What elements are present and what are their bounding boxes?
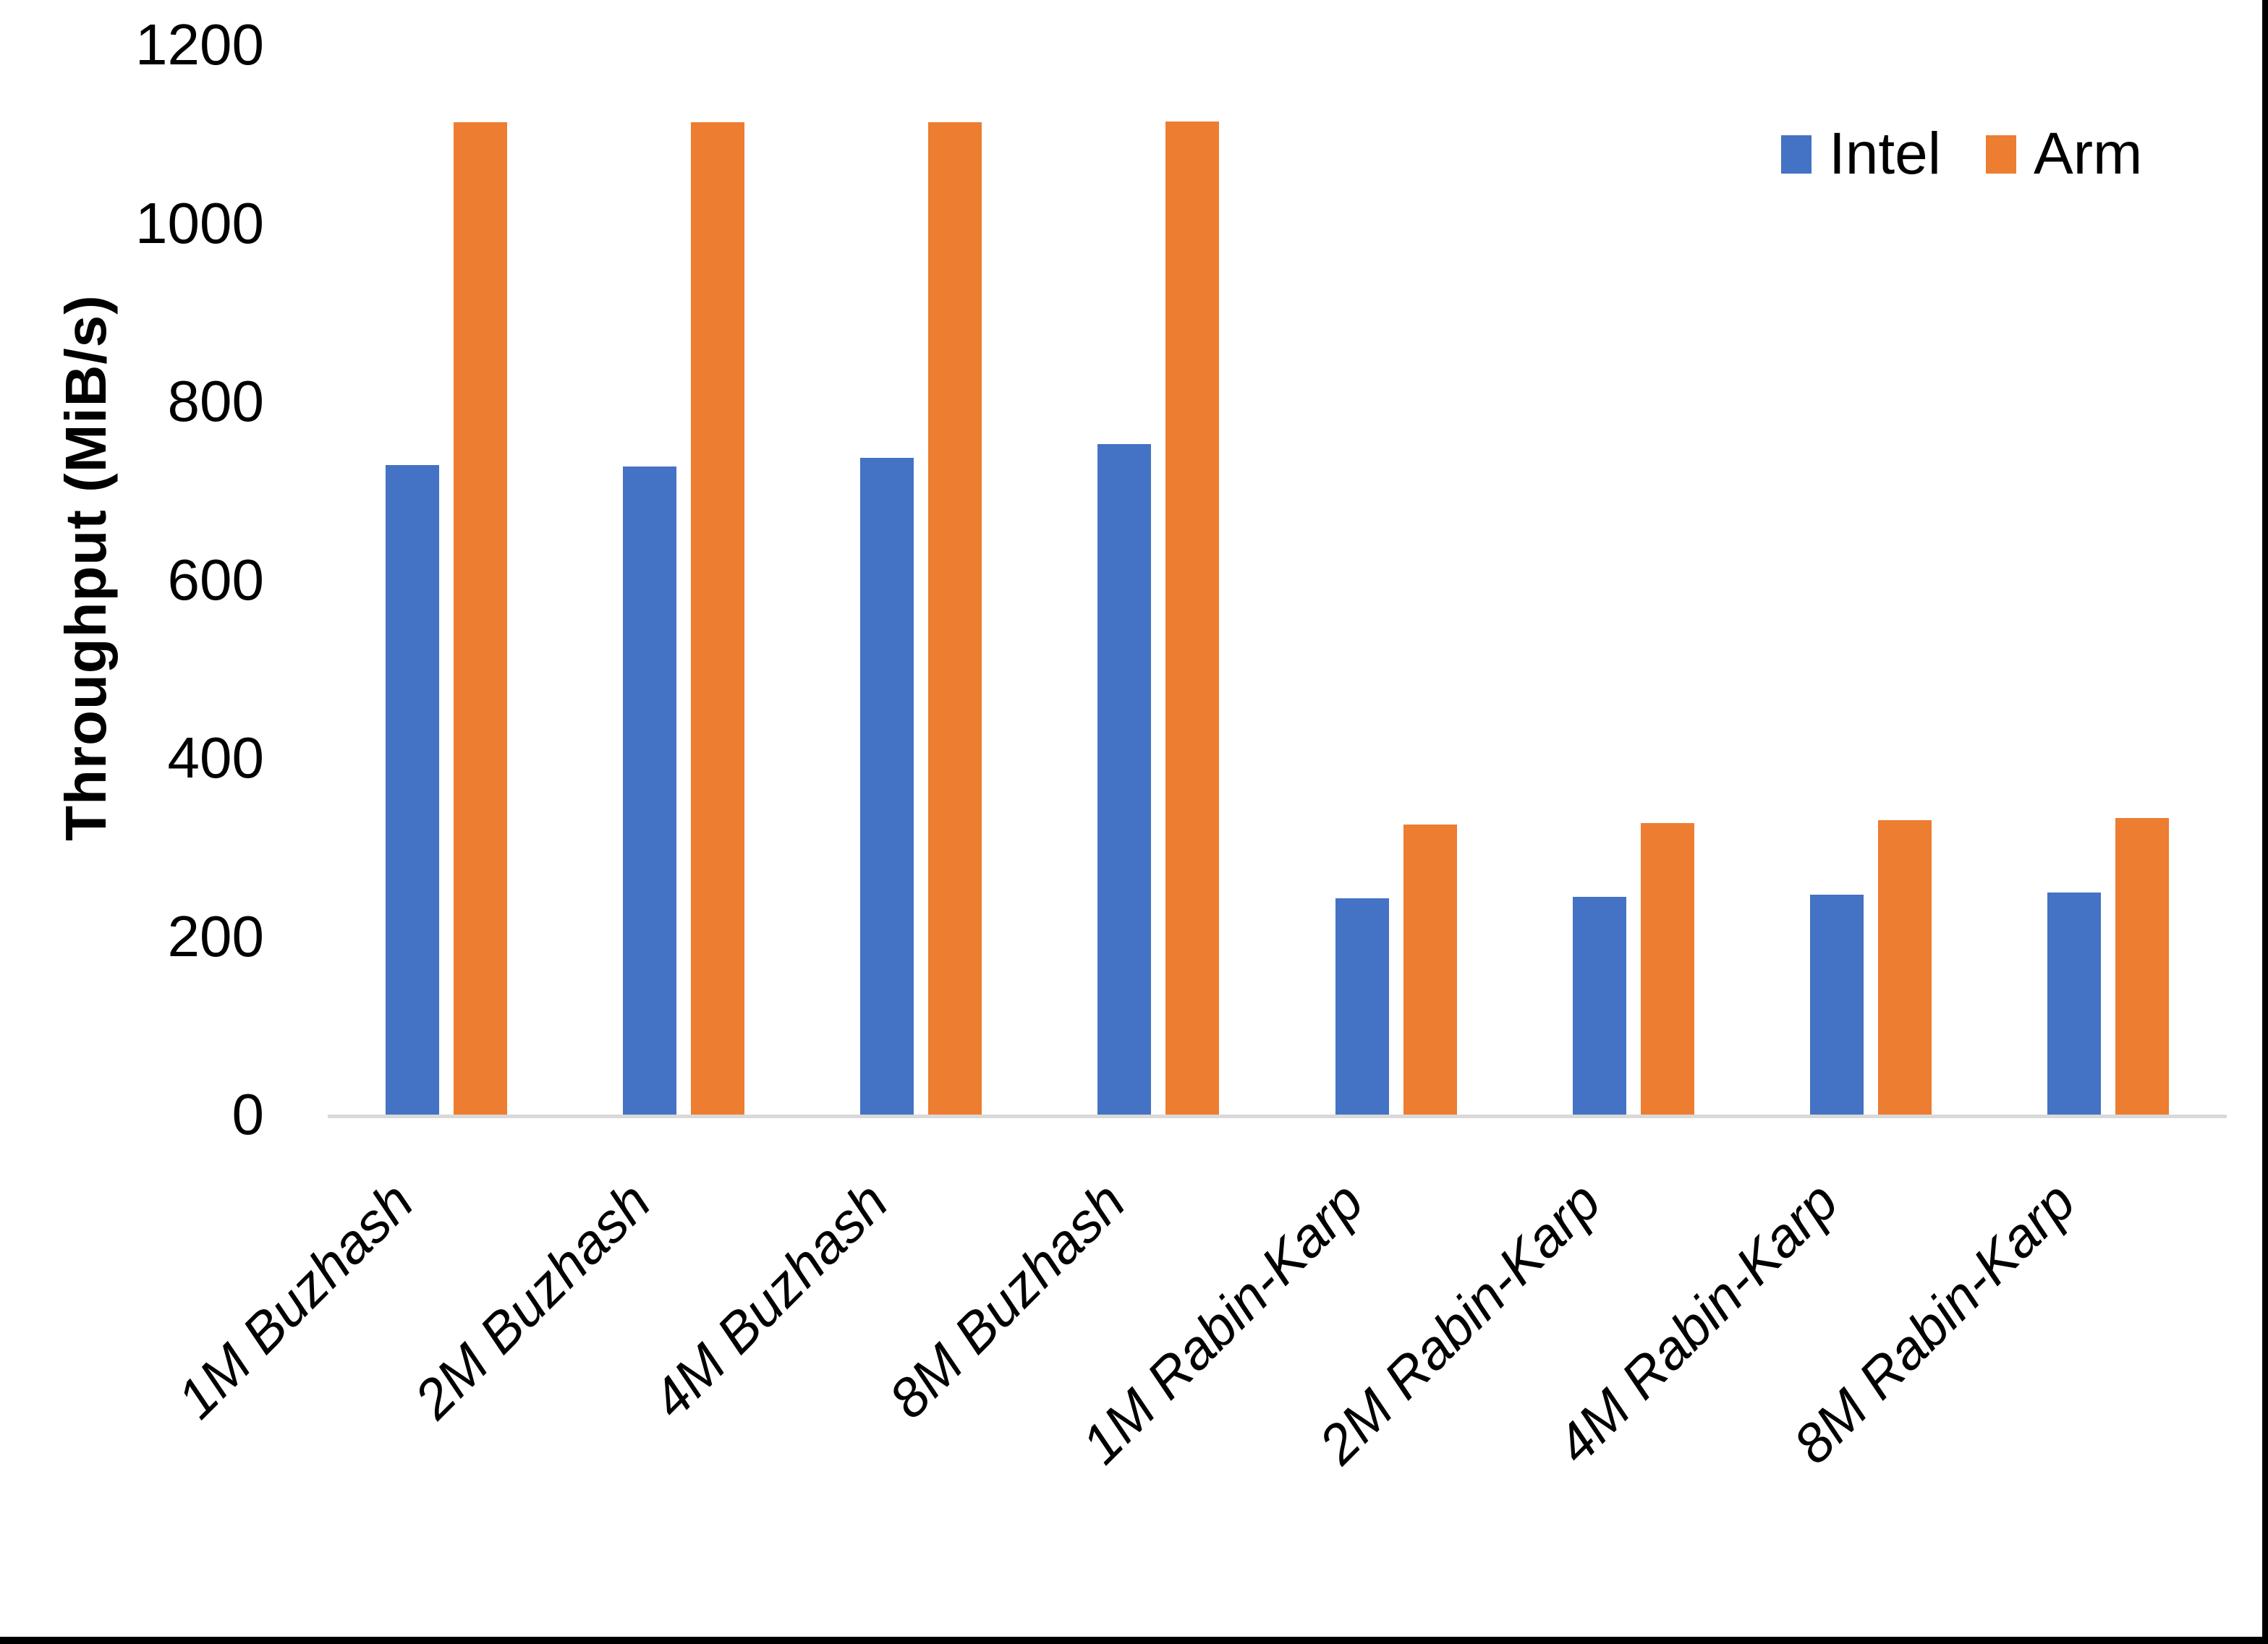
bar-intel-1m-rabin-karp — [1335, 898, 1389, 1115]
y-axis-tick-label: 0 — [232, 1082, 265, 1146]
bar-arm-8m-buzhash — [1165, 121, 1220, 1115]
x-axis-line — [328, 1115, 2227, 1118]
bar-intel-4m-buzhash — [860, 457, 914, 1115]
bar-intel-4m-rabin-karp — [1809, 894, 1864, 1115]
y-axis-tick-label: 800 — [167, 369, 264, 433]
x-axis-category-label: 2M Buzhash — [403, 1170, 663, 1431]
bar-arm-4m-rabin-karp — [1877, 820, 1932, 1115]
legend-label-arm: Arm — [2034, 121, 2143, 187]
y-axis-tick-label: 1200 — [135, 12, 264, 77]
legend-label-intel: Intel — [1829, 121, 1941, 187]
bar-arm-4m-buzhash — [928, 122, 982, 1115]
y-axis-tick-label: 400 — [167, 725, 264, 790]
bar-arm-8m-rabin-karp — [2115, 817, 2169, 1115]
bar-arm-2m-buzhash — [691, 122, 745, 1115]
x-axis-category-label: 1M Buzhash — [166, 1170, 425, 1431]
legend-swatch-intel — [1781, 135, 1812, 174]
screenshot-right-border — [2262, 0, 2268, 1644]
screenshot-bottom-border — [0, 1637, 2268, 1644]
legend-item-intel: Intel — [1781, 124, 1941, 184]
bar-arm-1m-buzhash — [454, 122, 508, 1115]
bar-intel-1m-buzhash — [386, 464, 440, 1115]
y-axis-tick-label: 600 — [167, 547, 264, 612]
legend-swatch-arm — [1986, 135, 2016, 174]
bar-intel-2m-buzhash — [623, 466, 677, 1115]
y-axis-tick-label: 1000 — [135, 190, 264, 255]
bar-intel-8m-buzhash — [1097, 444, 1152, 1115]
legend: Intel Arm — [1781, 124, 2142, 184]
bar-arm-2m-rabin-karp — [1640, 822, 1694, 1115]
x-axis-category-label: 8M Buzhash — [878, 1170, 1138, 1431]
legend-item-arm: Arm — [1986, 124, 2142, 184]
bar-intel-8m-rabin-karp — [2047, 893, 2101, 1115]
y-axis-tick-label: 200 — [167, 903, 264, 968]
x-axis-category-label: 4M Buzhash — [640, 1170, 901, 1431]
bar-arm-1m-rabin-karp — [1403, 825, 1457, 1115]
bar-intel-2m-rabin-karp — [1572, 897, 1626, 1115]
